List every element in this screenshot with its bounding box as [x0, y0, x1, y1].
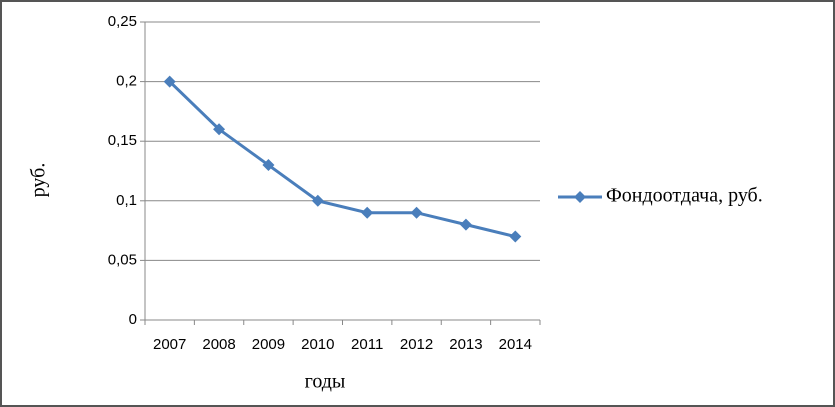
point-marker: [509, 230, 522, 243]
x-tick-label: 2014: [499, 336, 532, 353]
x-tick-label: 2008: [202, 336, 235, 353]
y-tick-label: 0,15: [108, 132, 137, 149]
y-tick-label: 0,25: [108, 13, 137, 30]
x-tick-label: 2009: [252, 336, 285, 353]
legend-marker: [574, 191, 586, 203]
y-axis-label: руб.: [28, 163, 50, 198]
point-marker: [213, 123, 226, 136]
point-marker: [163, 75, 176, 88]
point-marker: [311, 194, 324, 207]
y-tick-label: 0,2: [116, 73, 137, 90]
y-tick-label: 0: [129, 311, 137, 328]
point-marker: [361, 206, 374, 219]
y-tick-label: 0,1: [116, 192, 137, 209]
x-tick-label: 2011: [351, 336, 383, 353]
x-axis-label: годы: [305, 371, 346, 393]
legend-label: Фондоотдача, руб.: [606, 185, 763, 207]
x-tick-label: 2010: [301, 336, 334, 353]
x-tick-label: 2007: [153, 336, 186, 353]
point-marker: [262, 159, 275, 172]
series-line: [168, 80, 516, 239]
x-tick-label: 2012: [400, 336, 433, 353]
x-tick-label: 2013: [449, 336, 482, 353]
point-marker: [459, 218, 472, 231]
y-tick-label: 0,05: [108, 251, 137, 268]
point-marker: [410, 206, 423, 219]
